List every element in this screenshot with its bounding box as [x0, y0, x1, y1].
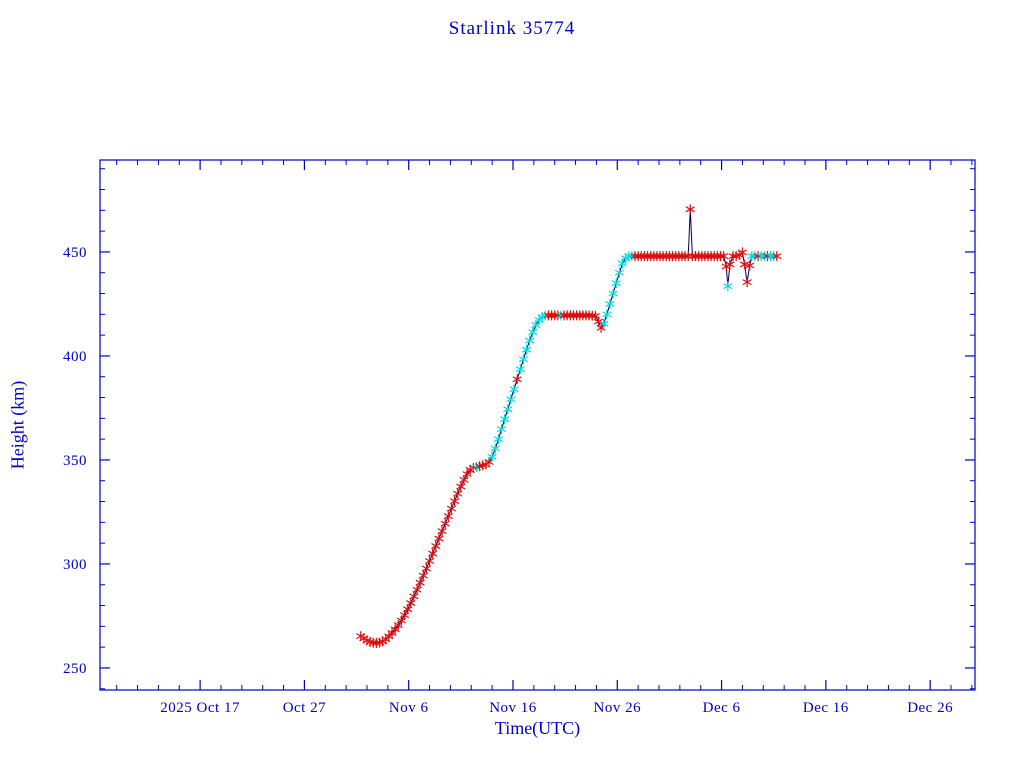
plot-frame [99, 159, 976, 691]
svg-text:350: 350 [63, 453, 87, 469]
svg-text:2025 Oct 17: 2025 Oct 17 [160, 700, 240, 716]
tick-labels: 2025 Oct 17 Oct 27 Nov 6 Nov 16 Nov 26 Dec 6 D… [63, 245, 953, 716]
svg-text:450: 450 [63, 245, 87, 261]
svg-text:Dec 16: Dec 16 [803, 700, 849, 716]
x-axis-label: Time(UTC) [494, 718, 581, 738]
axis-ticks [100, 160, 975, 690]
svg-text:300: 300 [63, 557, 87, 573]
data-markers [356, 204, 782, 649]
chart-title: Starlink 35774 [448, 18, 576, 39]
svg-text:Nov 26: Nov 26 [593, 700, 641, 716]
y-axis-label: Height (km) [7, 380, 28, 470]
svg-text:Dec 26: Dec 26 [907, 700, 953, 716]
svg-text:250: 250 [63, 661, 87, 677]
svg-text:Nov 6: Nov 6 [389, 700, 429, 716]
svg-text:Dec 6: Dec 6 [703, 700, 741, 716]
svg-text:Oct 27: Oct 27 [283, 700, 326, 716]
svg-text:Nov 16: Nov 16 [489, 700, 537, 716]
svg-text:400: 400 [63, 349, 87, 365]
